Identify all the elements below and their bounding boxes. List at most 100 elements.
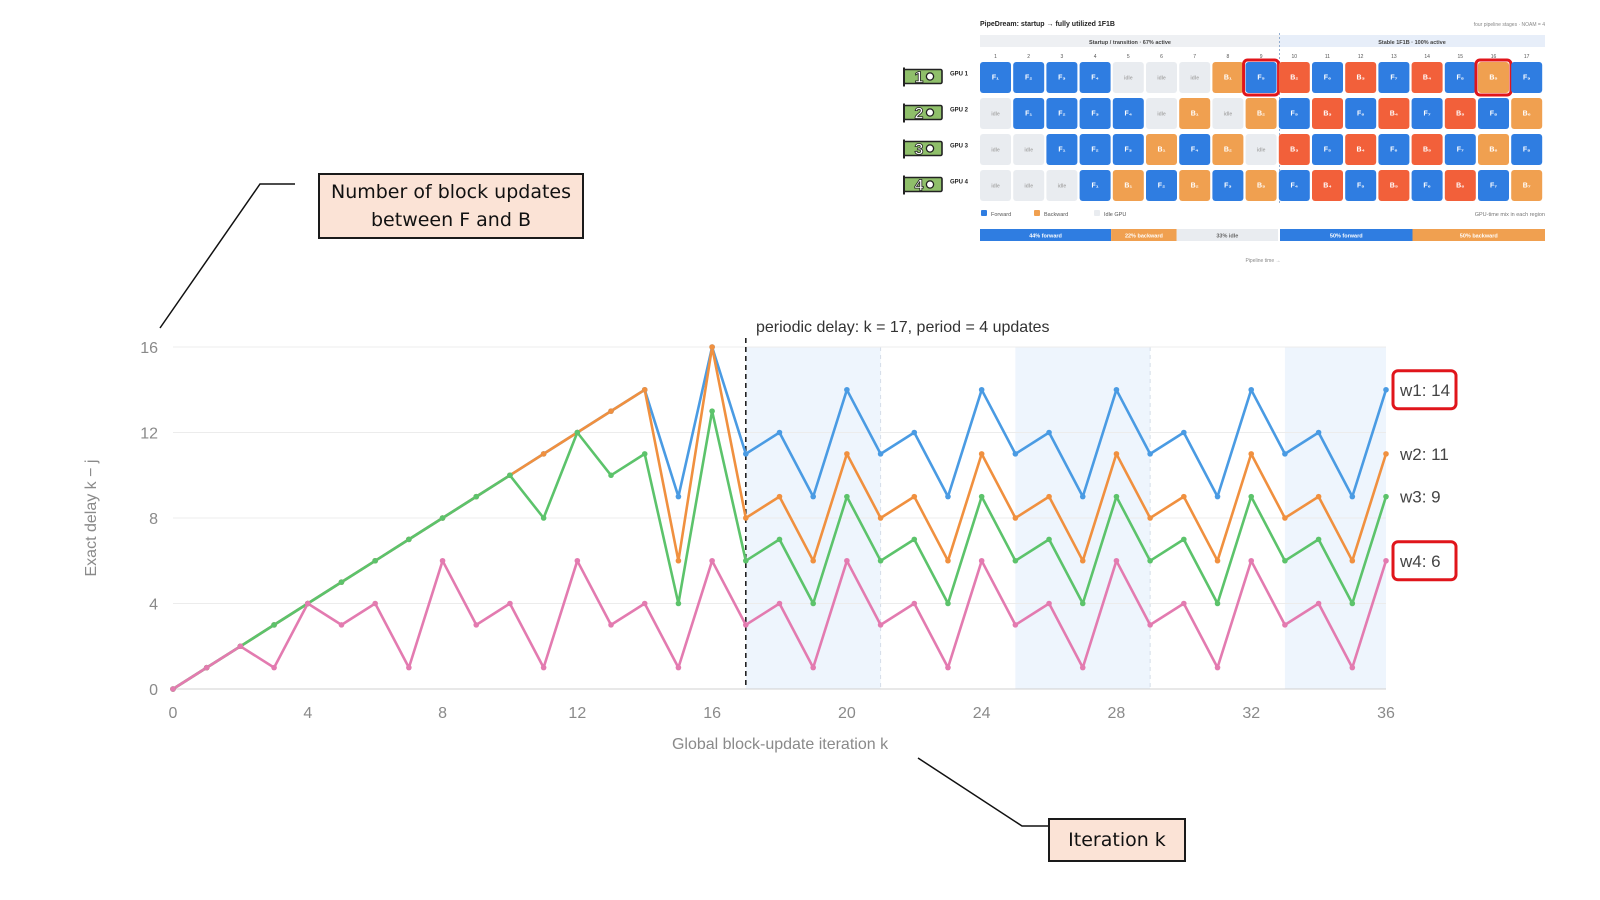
schedule-cell xyxy=(1046,170,1078,201)
data-point-w4 xyxy=(978,557,985,564)
schedule-cell-label: F₆ xyxy=(1324,75,1331,82)
schedule-cell xyxy=(1245,98,1277,129)
mix-bar-segment xyxy=(1176,229,1278,241)
schedule-cell xyxy=(1179,62,1211,93)
data-point-w4 xyxy=(1383,557,1389,564)
schedule-cell xyxy=(1212,134,1244,165)
schedule-cell xyxy=(1079,98,1111,129)
schedule-cell-label: idle xyxy=(991,112,1000,118)
time-step-label: 15 xyxy=(1458,54,1464,60)
schedule-cell xyxy=(1478,98,1509,129)
time-step-label: 14 xyxy=(1424,54,1430,60)
schedule-cell xyxy=(1378,98,1410,129)
end-label-highlight-box xyxy=(1391,540,1458,582)
schedule-cell xyxy=(980,98,1011,129)
data-point-w2 xyxy=(1214,557,1221,564)
schedule-cell-label: idle xyxy=(1157,112,1166,118)
data-point-w3 xyxy=(776,536,783,543)
data-point-w1 xyxy=(1012,451,1019,457)
y-tick-label: 8 xyxy=(149,511,158,528)
schedule-cell xyxy=(1146,170,1177,201)
data-point-w2 xyxy=(743,515,749,521)
schedule-cell xyxy=(1444,134,1476,165)
callout-block-updates: Number of block updates between F and B xyxy=(318,173,584,239)
schedule-cell-label: B₄ xyxy=(1423,75,1431,82)
data-point-w3 xyxy=(372,557,378,564)
schedule-cell-label: B₇ xyxy=(1523,183,1531,190)
schedule-cell xyxy=(1378,134,1410,165)
data-point-w3 xyxy=(608,472,614,479)
schedule-cell-label: B₁ xyxy=(1158,147,1166,154)
schedule-cell xyxy=(1411,98,1443,129)
series-end-label-w2: w2: 11 xyxy=(1399,445,1449,464)
data-point-w1 xyxy=(1315,429,1322,436)
x-tick-label: 12 xyxy=(568,705,586,722)
schedule-cell-label: F₄ xyxy=(1191,147,1199,154)
callout-iteration: Iteration k xyxy=(1048,818,1186,862)
schedule-cell-label: B₂ xyxy=(1191,183,1199,190)
x-tick-label: 32 xyxy=(1242,705,1260,722)
data-point-w4 xyxy=(271,664,277,671)
y-axis-label: Exact delay k − j xyxy=(83,460,100,577)
schedule-cell-label: F₆ xyxy=(1390,147,1397,154)
leader-line-top xyxy=(159,183,295,329)
mix-bar-label: 22% backward xyxy=(1125,234,1163,240)
data-point-w2 xyxy=(1012,515,1019,521)
data-point-w2 xyxy=(608,408,614,414)
schedule-cell xyxy=(1112,98,1144,129)
data-point-w4 xyxy=(372,600,378,607)
schedule-cell-label: F₄ xyxy=(1091,75,1099,82)
data-point-w2 xyxy=(1147,515,1153,521)
x-tick-label: 4 xyxy=(303,705,312,722)
data-point-w1 xyxy=(1046,429,1052,436)
data-point-w1 xyxy=(776,429,783,436)
data-point-w4 xyxy=(1282,622,1288,628)
data-point-w1 xyxy=(810,493,816,500)
schedule-cell-label: F₇ xyxy=(1490,183,1497,190)
data-point-w4 xyxy=(406,664,412,671)
y-tick-label: 16 xyxy=(140,340,158,357)
schedule-cell-label: F₈ xyxy=(1490,111,1498,118)
data-point-w3 xyxy=(877,557,884,564)
data-point-w4 xyxy=(1349,664,1356,671)
data-point-w4 xyxy=(439,557,446,564)
data-point-w4 xyxy=(338,622,345,628)
schedule-cell xyxy=(1278,62,1310,93)
y-tick-label: 12 xyxy=(140,426,158,443)
schedule-cell-label: F₂ xyxy=(1058,111,1065,118)
schedule-cell xyxy=(1212,62,1244,93)
schedule-cell-label: F₂ xyxy=(1091,147,1098,154)
schedule-cell xyxy=(1013,98,1045,129)
data-point-w3 xyxy=(507,472,513,479)
data-point-w2 xyxy=(945,557,951,564)
data-point-w3 xyxy=(1147,557,1153,564)
data-point-w3 xyxy=(675,600,682,607)
schedule-cell xyxy=(1312,134,1343,165)
data-point-w3 xyxy=(911,536,918,543)
data-point-w4 xyxy=(540,664,547,671)
x-tick-label: 28 xyxy=(1108,705,1126,722)
schedule-cell xyxy=(1312,170,1343,201)
mix-bar-label: 44% forward xyxy=(1029,234,1062,240)
gpu-fan-icon xyxy=(925,144,935,153)
schedule-cell-label: F₆ xyxy=(1423,183,1430,190)
data-point-w4 xyxy=(844,557,850,564)
x-tick-label: 16 xyxy=(703,705,721,722)
schedule-cell-label: B₆ xyxy=(1456,183,1464,190)
schedule-cell-label: F₅ xyxy=(1291,111,1299,118)
schedule-cell xyxy=(1112,62,1144,93)
schedule-cell xyxy=(1411,170,1443,201)
schedule-cell-label: idle xyxy=(1058,184,1067,190)
data-point-w3 xyxy=(406,536,412,543)
x-tick-label: 36 xyxy=(1377,705,1395,722)
data-point-w2 xyxy=(776,493,783,500)
schedule-cell-label: B₂ xyxy=(1257,111,1265,118)
data-point-w4 xyxy=(507,600,513,607)
schedule-cell-label: idle xyxy=(991,184,1000,190)
data-point-w2 xyxy=(810,557,816,564)
data-point-w1 xyxy=(743,451,749,457)
data-point-w3 xyxy=(1315,536,1322,543)
time-step-label: 9 xyxy=(1260,54,1263,60)
data-point-w3 xyxy=(1349,600,1356,607)
data-point-w4 xyxy=(1248,557,1255,564)
